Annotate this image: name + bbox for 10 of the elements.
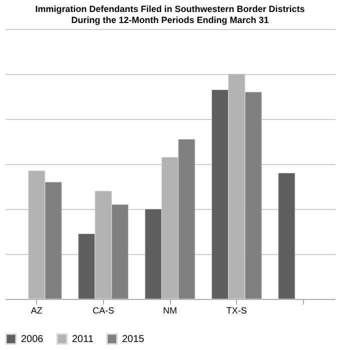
x-tick-label: AZ	[30, 306, 43, 316]
legend-label: 2011	[72, 334, 94, 345]
x-tick-label: CA-S	[92, 306, 114, 316]
x-tick-label: NM	[163, 306, 177, 316]
bar	[278, 172, 296, 300]
text: During the 12-Month Periods Ending March 31	[71, 15, 269, 25]
text: Immigration Defendants Filed in Southwestern Border Districts	[35, 4, 305, 14]
legend-label: 2006	[21, 334, 44, 345]
x-tick-label: TX-S	[226, 306, 247, 316]
legend-label: 2015	[122, 334, 145, 345]
